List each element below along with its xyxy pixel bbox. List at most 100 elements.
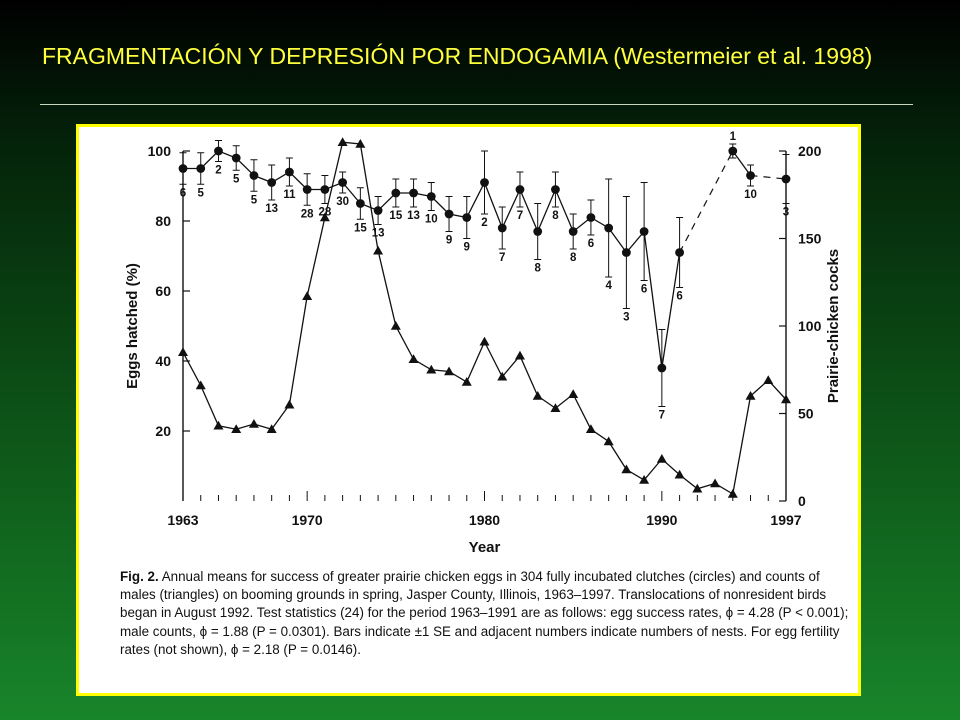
- x-tick-label: 1997: [770, 512, 801, 528]
- triangle-marker: [727, 489, 738, 498]
- circle-marker: [320, 185, 330, 194]
- triangle-marker: [479, 336, 490, 346]
- nest-count-label: 4: [605, 280, 612, 292]
- y-left-axis-title: Eggs hatched (%): [124, 263, 141, 389]
- circle-marker: [568, 227, 578, 236]
- circle-marker: [781, 174, 791, 184]
- circle-marker: [586, 213, 596, 222]
- triangle-marker: [656, 454, 667, 463]
- circle-marker: [196, 164, 206, 173]
- slide-title: FRAGMENTACIÓN Y DEPRESIÓN POR ENDOGAMIA …: [42, 43, 873, 69]
- nest-count-label: 15: [389, 210, 402, 222]
- nest-count-label: 13: [372, 228, 385, 240]
- axis-label-layer: Year Eggs hatched (%) Prairie-chicken cock…: [124, 249, 842, 556]
- nest-count-label: 7: [499, 252, 505, 264]
- triangle-marker: [745, 391, 756, 400]
- axes-layer: 20 40 60 80 100 0 50 100 150 200 1963 1970 1980 1990 1…: [148, 143, 822, 528]
- nest-count-label: 8: [552, 210, 559, 222]
- y-right-tick-label: 100: [798, 318, 822, 334]
- x-tick-label: 1970: [292, 512, 323, 528]
- nest-count-label: 10: [425, 214, 438, 226]
- triangle-marker: [337, 137, 348, 146]
- triangle-marker: [178, 347, 188, 356]
- x-tick-label: 1990: [646, 512, 677, 528]
- triangle-marker: [248, 419, 259, 428]
- triangle-marker: [710, 478, 721, 488]
- triangle-marker: [319, 212, 330, 222]
- circle-marker: [214, 146, 223, 156]
- nest-count-label: 30: [336, 196, 349, 208]
- y-right-tick-label: 200: [798, 143, 822, 159]
- circle-marker: [462, 213, 472, 222]
- triangle-marker: [231, 424, 242, 433]
- nest-count-label: 15: [354, 222, 367, 234]
- nest-count-label: 13: [265, 203, 278, 215]
- triangle-marker: [497, 371, 508, 381]
- nest-count-label: 7: [659, 410, 665, 422]
- triangle-marker: [284, 399, 295, 409]
- triangle-marker: [532, 391, 543, 400]
- nest-count-label: 2: [481, 217, 487, 229]
- circle-marker: [515, 185, 525, 194]
- triangle-marker: [302, 291, 313, 300]
- triangle-marker: [568, 389, 579, 398]
- circle-marker: [551, 185, 560, 194]
- y-left-tick-label: 60: [155, 283, 171, 299]
- triangle-marker: [621, 464, 632, 474]
- x-tick-label: 1963: [167, 512, 198, 528]
- caption-text: Annual means for success of greater prai…: [120, 569, 849, 657]
- nest-count-label: 9: [464, 242, 470, 254]
- circle-marker: [338, 178, 348, 187]
- circle-marker: [391, 188, 401, 198]
- circle-marker: [728, 146, 738, 156]
- y-left-tick-label: 40: [155, 353, 171, 369]
- nest-count-label: 3: [783, 207, 789, 219]
- triangle-marker: [585, 424, 596, 433]
- triangle-marker: [550, 403, 561, 412]
- circle-marker: [533, 227, 543, 236]
- nest-count-label: 5: [233, 173, 240, 185]
- figure-caption: Fig. 2. Annual means for success of grea…: [120, 568, 855, 659]
- circle-marker: [480, 178, 489, 187]
- caption-label: Fig. 2.: [120, 569, 159, 584]
- circle-marker: [373, 206, 383, 215]
- nest-count-label: 5: [251, 194, 258, 206]
- y-left-tick-label: 80: [155, 213, 171, 229]
- triangle-marker: [266, 424, 277, 433]
- triangle-marker: [213, 420, 224, 430]
- circle-marker: [426, 192, 436, 201]
- y-left-tick-label: 20: [155, 423, 171, 439]
- x-axis-title: Year: [469, 539, 501, 556]
- nest-count-label: 7: [517, 210, 523, 222]
- triangle-marker: [355, 139, 366, 148]
- circle-marker: [746, 171, 755, 180]
- nest-count-label: 9: [446, 235, 452, 247]
- circle-marker: [657, 363, 667, 373]
- circle-marker: [604, 223, 614, 233]
- nest-count-label: 6: [180, 187, 186, 199]
- circle-marker: [675, 248, 684, 257]
- triangle-marker: [373, 245, 384, 255]
- nest-count-label: 28: [318, 207, 331, 219]
- circle-marker: [267, 178, 277, 187]
- nest-count-label: 5: [198, 187, 205, 199]
- nest-count-label: 11: [283, 189, 296, 201]
- triangle-marker: [461, 377, 472, 386]
- triangle-marker: [692, 483, 703, 493]
- nest-count-label: 8: [535, 263, 542, 275]
- nest-count-label: 6: [676, 291, 682, 303]
- circle-marker: [231, 153, 241, 163]
- circle-series-line: [732, 150, 752, 176]
- nest-count-label: 28: [301, 208, 314, 220]
- figure-frame: 20 40 60 80 100 0 50 100 150 200 1963 1970 1980 1990 1…: [76, 124, 861, 696]
- triangle-marker: [390, 321, 401, 330]
- y-left-tick-label: 100: [148, 143, 172, 159]
- circle-marker: [444, 209, 454, 219]
- circle-marker: [497, 223, 507, 233]
- circle-marker: [621, 248, 631, 257]
- triangle-marker: [763, 375, 774, 384]
- triangle-marker: [781, 394, 791, 404]
- circle-marker: [285, 167, 294, 177]
